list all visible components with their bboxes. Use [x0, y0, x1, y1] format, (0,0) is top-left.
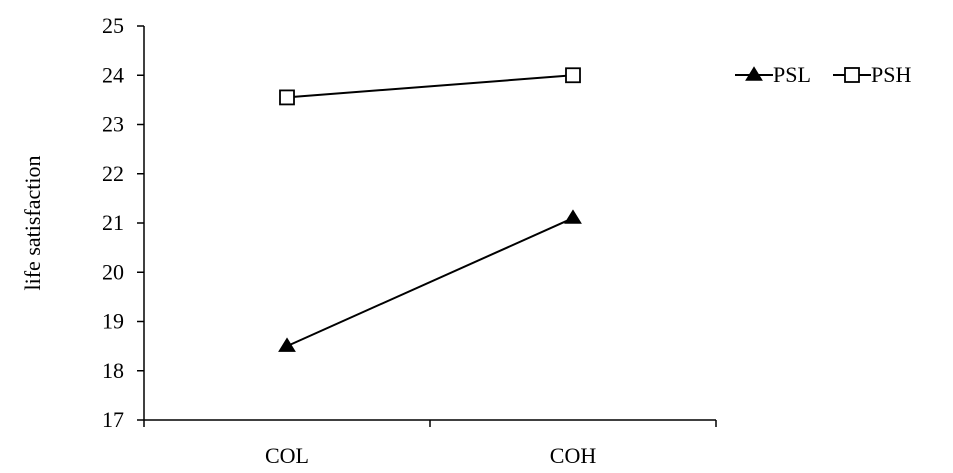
series-psl-line — [286, 217, 574, 348]
series-psh — [279, 67, 581, 106]
y-tick-label: 25 — [102, 13, 124, 38]
data-point-psl — [564, 209, 582, 224]
y-tick-label: 17 — [102, 407, 124, 432]
legend: PSL PSH — [735, 62, 911, 87]
data-point-psl — [278, 337, 296, 352]
y-tick-label: 24 — [102, 62, 124, 87]
data-point-psh — [565, 67, 581, 84]
y-tick-label: 23 — [102, 112, 124, 137]
y-tick-label: 20 — [102, 259, 124, 284]
y-tick-label: 21 — [102, 210, 124, 235]
y-tick-label: 22 — [102, 161, 124, 186]
legend-label-psl: PSL — [773, 62, 811, 87]
legend-marker-psl — [745, 66, 763, 81]
legend-marker-psh — [844, 67, 860, 83]
axes: 17 18 19 20 21 22 23 24 25 COL COH — [102, 13, 717, 468]
x-tick-label: COH — [550, 443, 597, 468]
y-tick-label: 18 — [102, 358, 124, 383]
series-psl — [278, 209, 582, 352]
legend-item-psl: PSL — [735, 62, 811, 87]
legend-item-psh: PSH — [833, 62, 911, 87]
y-axis-title: life satisfaction — [20, 155, 45, 290]
x-tick-label: COL — [265, 443, 309, 468]
legend-label-psh: PSH — [871, 62, 911, 87]
data-point-psh — [279, 89, 295, 106]
y-tick-label: 19 — [102, 309, 124, 334]
series-layer — [278, 67, 582, 352]
series-psh-line — [286, 74, 574, 99]
